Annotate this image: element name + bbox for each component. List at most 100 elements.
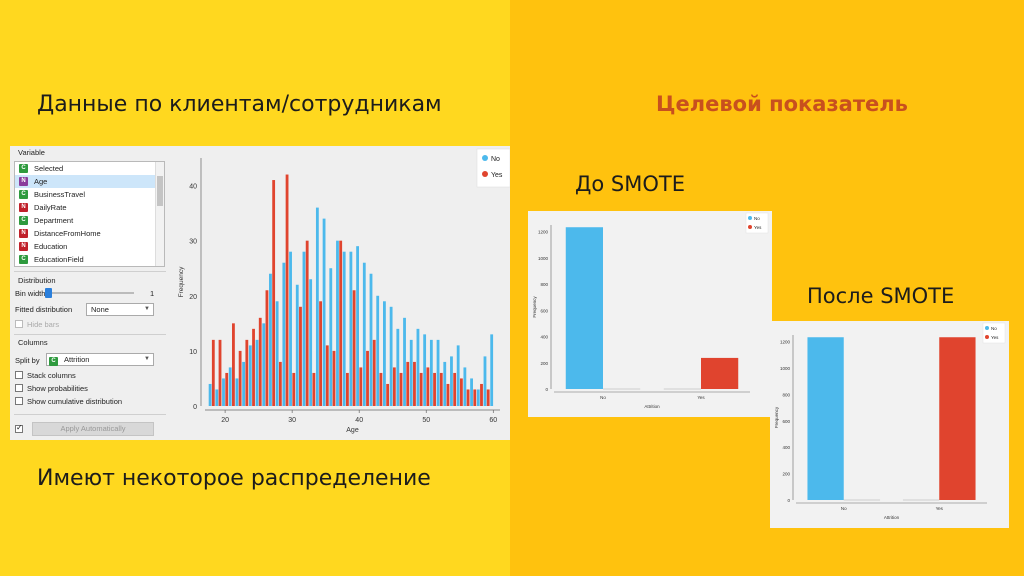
bar-no (369, 273, 373, 406)
before-smote-label: До SMOTE (575, 172, 686, 196)
bar-no (329, 268, 333, 406)
variable-list-item[interactable]: N DailyRate (15, 201, 164, 214)
split-by-select[interactable]: C Attrition ▼ (46, 353, 154, 366)
bin-width-slider[interactable] (46, 292, 134, 294)
right-heading: Целевой показатель (656, 92, 908, 116)
bar-yes (211, 339, 215, 406)
variable-list-item[interactable]: N Age (15, 175, 164, 188)
x-tick-label: Yes (697, 395, 705, 400)
bin-width-slider-handle[interactable] (45, 288, 52, 298)
bar-yes (392, 367, 396, 406)
y-tick-label: 20 (189, 294, 197, 301)
variable-group-title: Variable (18, 148, 45, 157)
split-by-label: Split by (15, 356, 40, 365)
show-cumulative-label: Show cumulative distribution (27, 397, 123, 406)
numeric-badge-icon: N (19, 242, 28, 251)
variable-list-item[interactable]: C EducationField (15, 253, 164, 266)
bar-yes (305, 240, 309, 406)
y-axis-label: Frequency (178, 266, 185, 297)
y-tick-label: 600 (540, 308, 548, 313)
split-by-value: Attrition (64, 355, 90, 364)
bar-no (336, 240, 339, 406)
bar-yes (285, 174, 289, 406)
x-tick-label: 60 (489, 417, 497, 424)
bar-yes (319, 301, 322, 406)
divider (14, 271, 166, 272)
legend-dot-no (482, 155, 488, 161)
variable-list[interactable]: C Selected N Age C BusinessTravel N DailyRate C D… (14, 161, 165, 267)
hide-bars-checkbox[interactable] (15, 320, 23, 328)
legend-label: No (491, 156, 500, 163)
bar-no (429, 339, 433, 406)
bar-no (443, 361, 447, 406)
variable-label: Selected (34, 164, 64, 173)
left-caption: Имеют некоторое распределение (37, 466, 431, 491)
bar-yes (701, 357, 739, 389)
after-smote-label: После SMOTE (807, 284, 955, 308)
y-tick-label: 200 (782, 472, 790, 477)
bar-yes (406, 361, 410, 406)
bar-no (262, 323, 266, 406)
fitted-distribution-select[interactable]: None ▼ (86, 303, 154, 316)
legend-dot-no (748, 216, 752, 220)
before-smote-chart-svg: 0 200 400 600 800 1000 1200 No Yes Attrition Frequ… (528, 211, 772, 417)
bar-no (309, 279, 313, 406)
bar-yes (446, 383, 450, 406)
apply-automatically-button[interactable]: Apply Automatically (32, 422, 154, 436)
bar-yes (419, 372, 423, 406)
bar-yes (339, 240, 343, 406)
scrollbar-thumb[interactable] (157, 176, 163, 206)
categorical-badge-icon: C (19, 190, 28, 199)
bar-no (456, 345, 460, 406)
fitted-distribution-label: Fitted distribution (15, 305, 73, 314)
bar-no (403, 317, 406, 406)
bar-yes (366, 350, 369, 406)
bar-yes (218, 339, 222, 406)
bar-yes (225, 372, 229, 406)
bar-yes (386, 383, 390, 406)
x-tick-label: No (841, 506, 847, 511)
y-tick-label: 0 (193, 404, 197, 411)
variable-list-item[interactable]: C Selected (15, 162, 164, 175)
bar-yes (439, 372, 443, 406)
y-tick-label: 400 (782, 445, 790, 450)
y-tick-label: 1200 (780, 340, 791, 345)
bar-yes (272, 180, 276, 406)
legend-label: Yes (491, 172, 503, 179)
auto-apply-checkbox[interactable] (15, 423, 23, 433)
y-tick-label: 1200 (538, 230, 549, 235)
bar-yes (299, 306, 302, 406)
numeric-badge-icon: N (19, 177, 28, 186)
variable-list-item[interactable]: C Department (15, 214, 164, 227)
variable-list-item[interactable]: N DistanceFromHome (15, 227, 164, 240)
legend-label: Yes (991, 335, 999, 340)
bar-no (255, 339, 259, 406)
bar-yes (459, 378, 463, 406)
bar-no (436, 339, 440, 406)
variable-list-item[interactable]: C BusinessTravel (15, 188, 164, 201)
categorical-badge-icon: C (19, 216, 28, 225)
bar-no (242, 361, 246, 406)
bar-no (275, 301, 279, 406)
x-tick-label: 30 (288, 417, 296, 424)
distributions-widget: Variable C Selected N Age C BusinessTravel N Da… (10, 146, 511, 440)
variable-label: BusinessTravel (34, 190, 85, 199)
bar-yes (292, 372, 296, 406)
show-cumulative-checkbox[interactable] (15, 397, 23, 405)
bar-no (376, 295, 380, 406)
y-tick-label: 600 (782, 419, 790, 424)
show-probabilities-checkbox[interactable] (15, 384, 23, 392)
variable-list-scrollbar[interactable] (155, 162, 164, 266)
bar-yes (278, 361, 282, 406)
bar-yes (473, 389, 477, 406)
variable-label: Department (34, 216, 74, 225)
bar-yes (345, 372, 349, 406)
distribution-group-title: Distribution (18, 276, 56, 285)
y-tick-label: 400 (540, 335, 548, 340)
x-axis-label: Attrition (884, 515, 900, 520)
variable-list-item[interactable]: N Education (15, 240, 164, 253)
x-tick-label: 20 (221, 417, 229, 424)
stack-columns-checkbox[interactable] (15, 371, 23, 379)
x-tick-label: 50 (422, 417, 430, 424)
categorical-badge-icon: C (19, 164, 28, 173)
